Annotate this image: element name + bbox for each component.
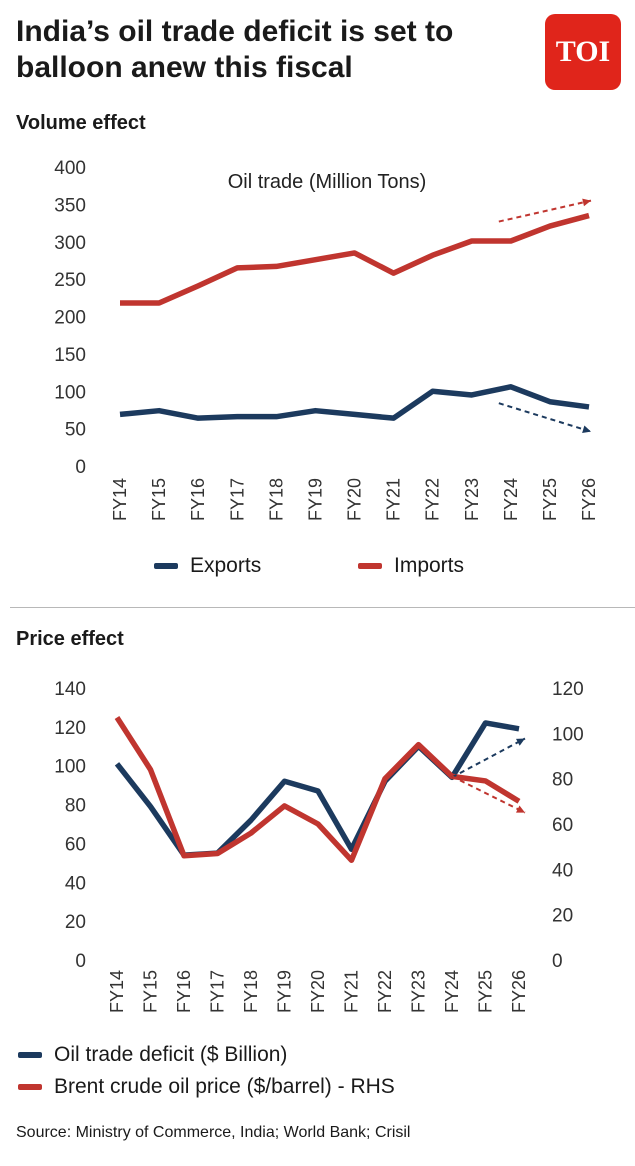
series-line-exports [119, 384, 590, 421]
chart-title: Oil trade (Million Tons) [228, 171, 427, 193]
x-tick-label: FY23 [462, 478, 482, 521]
y-tick-label: 80 [65, 796, 86, 817]
x-tick-label: FY26 [579, 478, 599, 521]
legend-imports-swatch [358, 563, 382, 569]
y2-tick-label: 100 [552, 724, 584, 745]
x-tick-label: FY25 [540, 478, 560, 521]
y-tick-label: 0 [75, 457, 86, 478]
x-tick-label: FY21 [384, 478, 404, 521]
x-tick-label: FY18 [266, 478, 286, 521]
y2-tick-label: 0 [552, 951, 563, 972]
x-tick-label: FY14 [110, 478, 130, 521]
trend-arrow-oil-trade-deficit-billion [451, 737, 526, 779]
series-line-imports [120, 212, 590, 306]
y-tick-label: 20 [65, 912, 86, 933]
price-section-title: Price effect [16, 628, 124, 650]
x-tick-label: FY19 [305, 478, 325, 521]
legend-deficit-label: Oil trade deficit ($ Billion) [54, 1043, 288, 1066]
source-note: Source: Ministry of Commerce, India; Wor… [16, 1124, 411, 1141]
x-tick-label: FY22 [375, 970, 395, 1013]
x-tick-label: FY18 [241, 970, 261, 1013]
legend-brent: Brent crude oil price ($/barrel) - RHS [18, 1075, 395, 1099]
y-tick-label: 60 [65, 834, 86, 855]
x-tick-label: FY20 [345, 478, 365, 521]
x-tick-label: FY24 [442, 970, 462, 1013]
y-tick-label: 250 [54, 270, 86, 291]
y-tick-label: 100 [54, 757, 86, 778]
trend-arrow-exports [498, 402, 592, 433]
headline: India’s oil trade deficit is set to ball… [16, 15, 454, 84]
x-tick-label: FY22 [423, 478, 443, 521]
legend-deficit: Oil trade deficit ($ Billion) [18, 1043, 287, 1067]
y-tick-label: 40 [65, 873, 86, 894]
legend-brent-swatch [18, 1084, 42, 1090]
toi-logo: TOI [545, 14, 621, 90]
y-tick-label: 150 [54, 345, 86, 366]
y2-tick-label: 40 [552, 860, 573, 881]
legend-exports-swatch [154, 563, 178, 569]
y2-tick-label: 120 [552, 679, 584, 700]
y2-tick-label: 60 [552, 815, 573, 836]
x-tick-label: FY26 [509, 970, 529, 1013]
legend-exports: Exports [154, 554, 261, 578]
x-tick-label: FY15 [149, 478, 169, 521]
x-tick-label: FY25 [476, 970, 496, 1013]
x-tick-label: FY17 [227, 478, 247, 521]
trend-arrowhead-imports [582, 198, 591, 207]
x-tick-label: FY16 [174, 970, 194, 1013]
trend-arrow-imports [498, 199, 592, 223]
section-divider [10, 607, 635, 608]
x-tick-label: FY23 [409, 970, 429, 1013]
legend-brent-label: Brent crude oil price ($/barrel) - RHS [54, 1075, 395, 1098]
x-tick-label: FY19 [275, 970, 295, 1013]
y2-tick-label: 20 [552, 906, 573, 927]
y-tick-label: 100 [54, 382, 86, 403]
x-tick-label: FY20 [308, 970, 328, 1013]
legend-exports-label: Exports [190, 554, 262, 577]
legend-deficit-swatch [18, 1052, 42, 1058]
y-tick-label: 140 [54, 679, 86, 700]
trend-arrowhead-exports [582, 425, 591, 433]
x-tick-label: FY15 [141, 970, 161, 1013]
y-tick-label: 50 [65, 420, 86, 441]
y-tick-label: 300 [54, 233, 86, 254]
legend-imports: Imports [358, 554, 464, 578]
x-tick-label: FY21 [342, 970, 362, 1013]
y-tick-label: 120 [54, 718, 86, 739]
y-tick-label: 350 [54, 195, 86, 216]
x-tick-label: FY24 [501, 478, 521, 521]
x-tick-label: FY17 [208, 970, 228, 1013]
y2-tick-label: 80 [552, 770, 573, 791]
volume-section-title: Volume effect [16, 112, 146, 134]
y-tick-label: 200 [54, 308, 86, 329]
legend-imports-label: Imports [394, 554, 465, 577]
y-tick-label: 0 [75, 951, 86, 972]
y-tick-label: 400 [54, 158, 86, 179]
x-tick-label: FY14 [107, 970, 127, 1013]
volume-line-chart: Oil trade (Million Tons) 0 50 100 150 200 250 3… [54, 158, 599, 521]
x-tick-label: FY16 [188, 478, 208, 521]
price-line-chart: 0 20 40 60 80 100 120 140 0 20 40 60 80 100 120 FY14 FY1… [54, 679, 584, 1013]
trend-arrow-brent-crude-oil-price-barrel-rhs [451, 775, 526, 814]
trend-arrowhead-oil-trade-deficit-billion [516, 738, 525, 746]
trend-arrowhead-brent-crude-oil-price-barrel-rhs [516, 805, 525, 813]
